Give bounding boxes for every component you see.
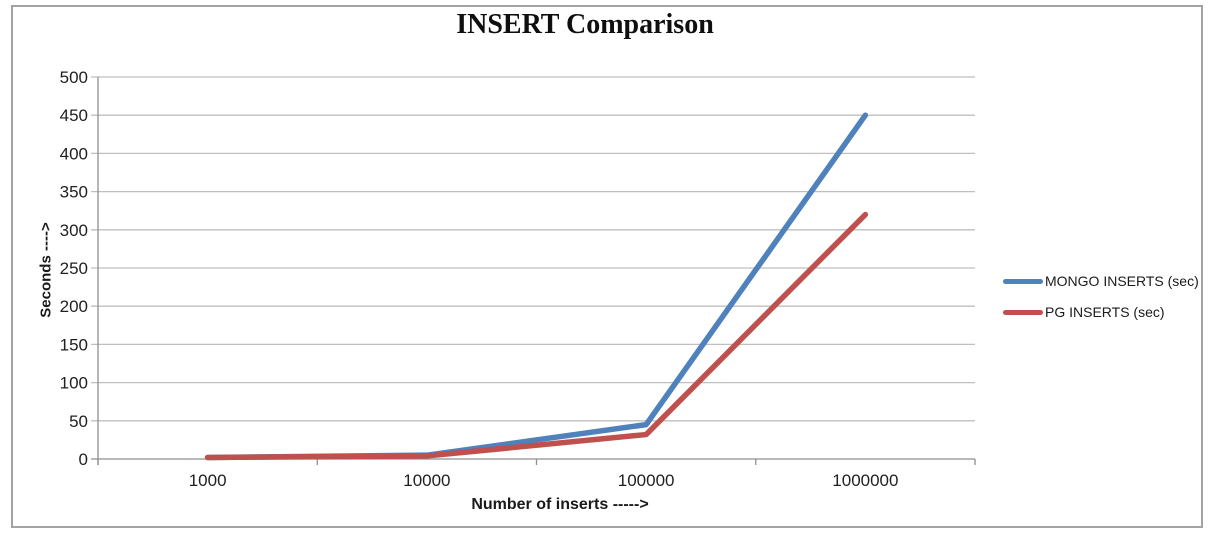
legend-item-pg-inserts-sec: PG INSERTS (sec): [1003, 302, 1199, 322]
y-tick-label: 350: [60, 183, 88, 202]
x-axis-title: Number of inserts ----->: [471, 496, 649, 513]
chart-title: INSERT Comparison: [456, 9, 714, 40]
series-line-mongo-inserts-sec: [204, 112, 869, 461]
x-tick-label: 100000: [618, 471, 675, 490]
y-tick-label: 100: [60, 374, 88, 393]
legend-label: MONGO INSERTS (sec): [1045, 273, 1199, 289]
series-line-pg-inserts-sec: [204, 211, 869, 461]
x-tick-label: 1000: [189, 471, 227, 490]
y-tick-label: 50: [69, 412, 88, 431]
legend-line-swatch: [1003, 309, 1043, 315]
legend-item-mongo-inserts-sec: MONGO INSERTS (sec): [1003, 271, 1199, 291]
legend-line-swatch: [1003, 278, 1043, 284]
y-tick-label: 500: [60, 68, 88, 87]
y-tick-label: 300: [60, 221, 88, 240]
y-tick-label: 200: [60, 297, 88, 316]
x-tick-label: 1000000: [832, 471, 898, 490]
y-tick-label: 150: [60, 335, 88, 354]
y-tick-label: 450: [60, 106, 88, 125]
x-tick-label: 10000: [403, 471, 450, 490]
y-tick-label: 400: [60, 144, 88, 163]
y-tick-label: 250: [60, 259, 88, 278]
y-tick-label: 0: [79, 450, 88, 469]
legend: MONGO INSERTS (sec) PG INSERTS (sec): [1003, 271, 1199, 333]
y-axis-title: Seconds ---->: [37, 222, 55, 318]
legend-label: PG INSERTS (sec): [1045, 304, 1165, 320]
